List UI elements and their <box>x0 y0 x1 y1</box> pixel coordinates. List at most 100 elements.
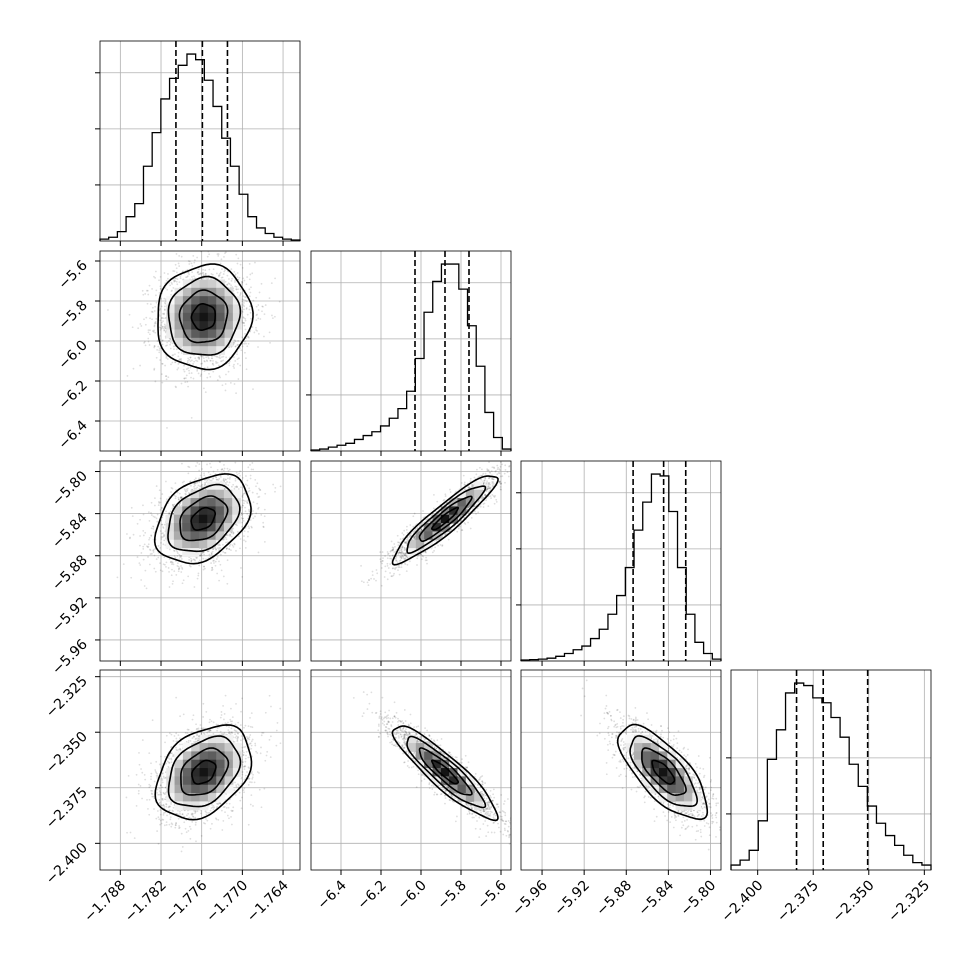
sample-point <box>196 461 199 464</box>
sample-point <box>256 482 259 485</box>
density-cell <box>173 531 183 541</box>
sample-point <box>234 447 236 449</box>
sample-point <box>162 527 165 529</box>
density-cell <box>216 279 226 289</box>
sample-point <box>224 269 226 272</box>
sample-point <box>204 488 207 491</box>
density-cell <box>191 312 201 322</box>
sample-point <box>196 486 199 489</box>
sample-point <box>215 558 218 560</box>
sample-point <box>154 321 157 323</box>
sample-point <box>221 268 223 270</box>
sample-point <box>249 463 251 466</box>
density-cell <box>182 329 192 339</box>
sample-point <box>205 277 207 279</box>
sample-point <box>234 461 237 464</box>
sample-point <box>180 571 183 573</box>
sample-point <box>172 580 174 583</box>
sample-point <box>249 311 252 314</box>
sample-point <box>164 302 167 305</box>
sample-point <box>162 563 165 566</box>
sample-point <box>158 489 161 492</box>
density-cell <box>207 304 217 314</box>
panel-frame-2-0 <box>99 460 301 662</box>
sample-point <box>274 277 276 280</box>
sample-point <box>248 510 251 513</box>
sample-point <box>375 569 378 571</box>
sample-point <box>198 487 201 490</box>
sample-point <box>158 279 160 282</box>
sample-point <box>169 561 172 564</box>
sample-point <box>196 556 198 559</box>
sample-point <box>199 272 202 275</box>
sample-point <box>244 351 246 354</box>
sample-point <box>234 285 237 288</box>
sample-point <box>250 468 253 471</box>
contour-2-0-1 <box>179 495 229 542</box>
sample-point <box>177 570 180 573</box>
sample-point <box>158 326 161 329</box>
sample-point <box>171 354 174 357</box>
sample-point <box>211 454 213 456</box>
sample-point <box>157 504 160 507</box>
sample-point <box>403 562 406 564</box>
sample-point <box>230 279 233 282</box>
sample-point <box>177 496 180 499</box>
sample-point <box>192 377 195 380</box>
sample-point <box>222 551 225 553</box>
sample-point <box>185 490 187 493</box>
sample-point <box>152 525 155 528</box>
sample-point <box>242 302 245 304</box>
sample-point <box>243 535 245 537</box>
sample-point <box>215 355 218 358</box>
sample-point <box>144 569 147 572</box>
sample-point <box>223 479 226 482</box>
sample-point <box>225 541 227 544</box>
sample-point <box>241 521 244 524</box>
sample-point <box>241 506 243 509</box>
sample-point <box>199 375 202 377</box>
density-cell <box>232 329 242 339</box>
sample-point <box>264 304 267 306</box>
sample-point <box>169 284 172 287</box>
sample-point <box>219 455 221 457</box>
sample-point <box>200 373 203 376</box>
sample-point <box>169 338 172 341</box>
sample-point <box>154 497 156 499</box>
sample-point <box>166 358 169 360</box>
sample-point <box>262 521 265 524</box>
sample-point <box>256 313 259 316</box>
sample-point <box>198 463 201 465</box>
sample-point <box>228 360 231 363</box>
sample-point <box>217 274 220 277</box>
sample-point <box>192 254 195 257</box>
density-cell <box>191 346 201 355</box>
sample-point <box>164 335 167 338</box>
sample-point <box>168 513 171 515</box>
sample-point <box>257 346 259 348</box>
sample-point <box>404 554 407 557</box>
sample-point <box>200 554 203 557</box>
sample-point <box>139 535 141 537</box>
sample-point <box>203 565 205 568</box>
sample-point <box>225 548 228 550</box>
sample-point <box>172 354 175 356</box>
sample-point <box>249 477 252 480</box>
sample-point <box>247 530 249 533</box>
sample-point <box>238 276 241 279</box>
sample-point <box>244 340 246 343</box>
sample-point <box>159 569 162 572</box>
sample-point <box>220 258 223 261</box>
sample-point <box>162 327 165 330</box>
sample-point <box>193 483 196 486</box>
sample-point <box>392 548 395 551</box>
sample-point <box>194 357 197 360</box>
density-cell <box>216 346 226 355</box>
sample-point <box>143 318 145 321</box>
sample-point <box>238 347 241 350</box>
sample-point <box>180 357 182 360</box>
sample-point <box>176 555 179 557</box>
sample-point <box>212 560 215 562</box>
sample-point <box>229 534 231 537</box>
sample-point <box>148 344 151 346</box>
